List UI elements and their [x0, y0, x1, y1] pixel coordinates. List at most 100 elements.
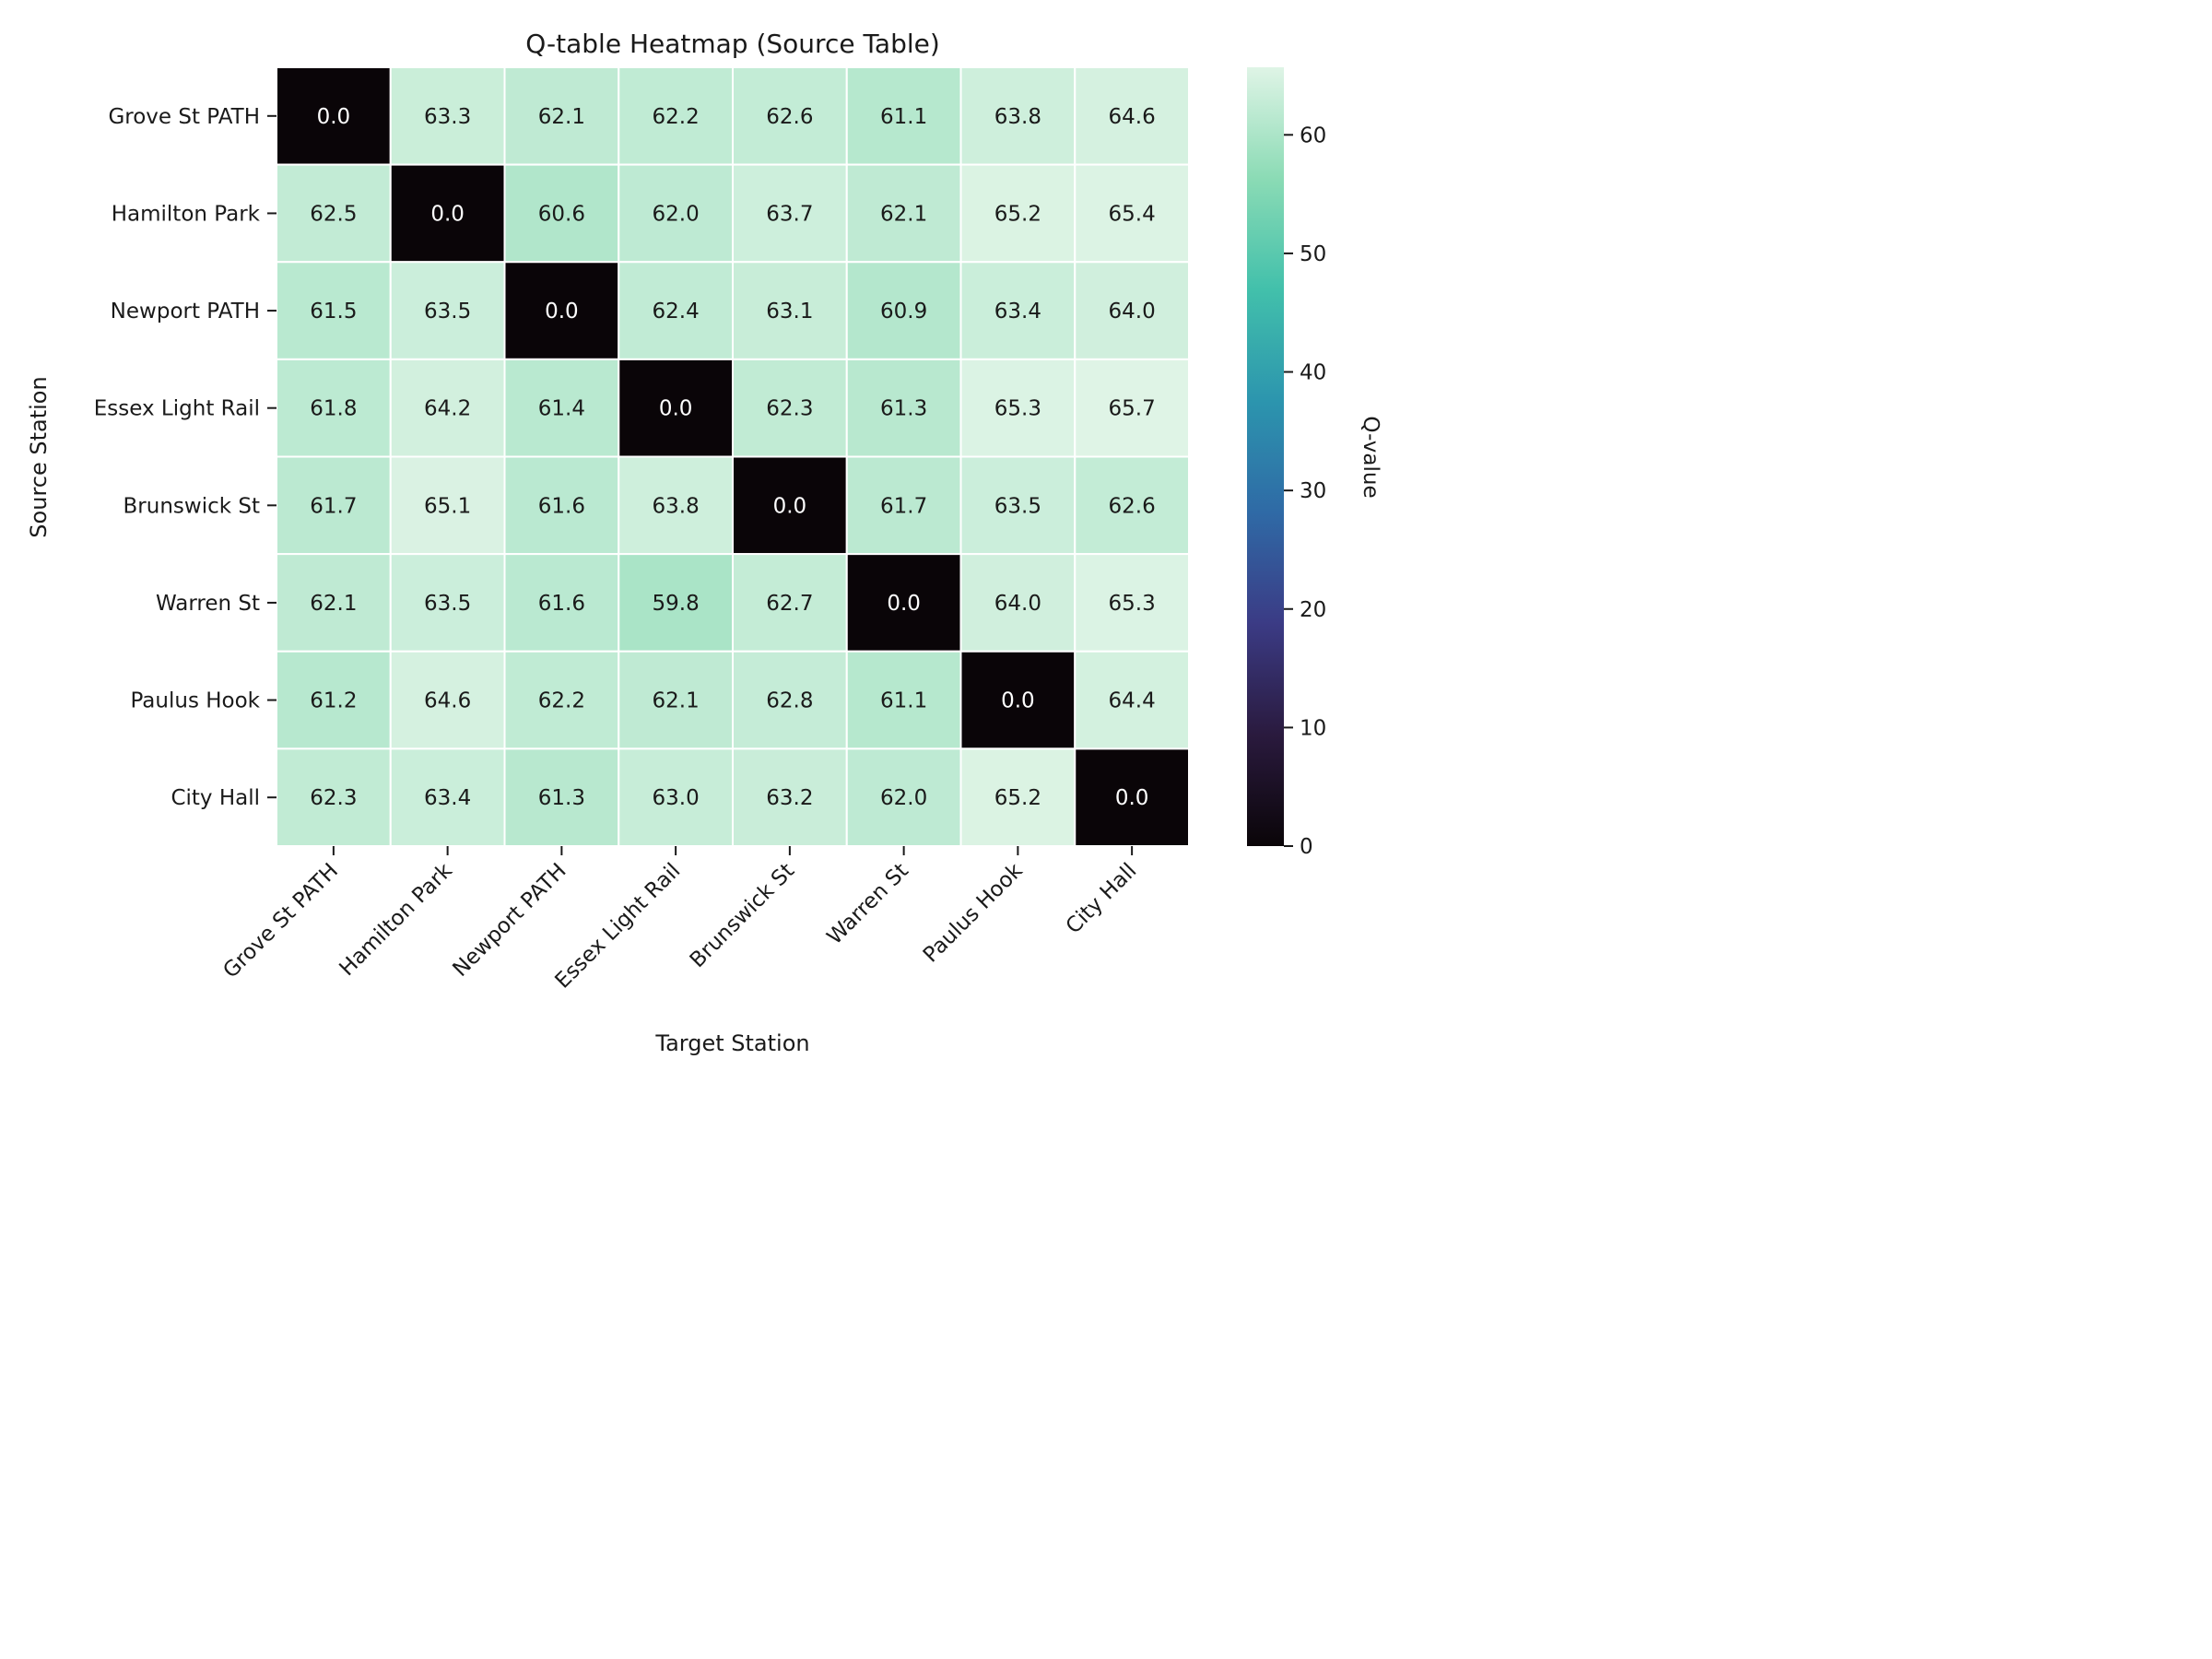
cell-value-label: 63.5 — [424, 592, 471, 616]
cell-value-label: 62.6 — [766, 105, 813, 129]
heatmap-cell — [503, 650, 620, 750]
heatmap-cell — [1074, 455, 1190, 556]
cell-value-label: 0.0 — [1001, 689, 1035, 713]
cell-value-label: 65.2 — [994, 202, 1041, 226]
y-tick-label: City Hall — [171, 786, 260, 810]
colorbar-tick-label: 50 — [1300, 242, 1326, 266]
y-tick-label: Warren St — [156, 592, 260, 616]
cell-value-label: 65.4 — [1109, 202, 1156, 226]
cell-value-label: 62.0 — [880, 786, 927, 810]
x-tick-label: Grove St PATH — [218, 859, 343, 983]
heatmap-cell — [389, 553, 506, 653]
heatmap-cell — [959, 261, 1077, 360]
cell-value-label: 0.0 — [545, 300, 579, 324]
cell-value-label: 62.8 — [766, 689, 813, 713]
x-tick-label: Hamilton Park — [335, 858, 457, 981]
x-tick-label: Essex Light Rail — [551, 859, 686, 994]
heatmap-cell — [389, 261, 506, 360]
cell-value-label: 64.6 — [1109, 105, 1156, 129]
heatmap-cell — [732, 553, 848, 653]
chart-title: Q-table Heatmap (Source Table) — [525, 29, 940, 59]
cell-value-label: 61.7 — [310, 494, 357, 518]
y-tick-label: Hamilton Park — [112, 202, 261, 226]
heatmap-cell — [503, 66, 620, 166]
y-tick-label: Essex Light Rail — [94, 397, 260, 421]
cell-value-label: 65.3 — [1109, 592, 1156, 616]
cell-value-label: 64.0 — [1109, 300, 1156, 324]
heatmap-cell — [959, 455, 1077, 556]
cell-value-label: 65.1 — [424, 494, 471, 518]
heatmap-cell — [503, 358, 620, 458]
y-tick-label: Brunswick St — [124, 494, 260, 518]
heatmap-cell — [618, 455, 734, 556]
y-tick-label: Paulus Hook — [130, 689, 260, 713]
heatmap-cell — [1074, 553, 1190, 653]
heatmap-cell — [845, 261, 962, 360]
heatmap-cell — [276, 650, 392, 750]
heatmap-cell — [732, 261, 848, 360]
heatmap-cell — [732, 358, 848, 458]
x-tick-label: Paulus Hook — [919, 858, 1028, 967]
cell-value-label: 0.0 — [1115, 786, 1149, 810]
cell-value-label: 63.2 — [766, 786, 813, 810]
cell-value-label: 61.3 — [880, 397, 927, 421]
x-tick-label: City Hall — [1062, 859, 1142, 939]
cell-value-label: 62.1 — [538, 105, 585, 129]
x-tick-label: Newport PATH — [448, 859, 571, 982]
heatmap-cell — [276, 358, 392, 458]
cell-value-label: 62.2 — [653, 105, 700, 129]
cell-value-label: 65.3 — [994, 397, 1041, 421]
colorbar-tick-label: 40 — [1300, 361, 1326, 385]
y-tick-label: Grove St PATH — [108, 105, 260, 129]
cell-value-label: 61.4 — [538, 397, 585, 421]
cell-value-label: 62.4 — [653, 300, 700, 324]
heatmap-cells — [276, 66, 1190, 847]
heatmap-cell — [1074, 650, 1190, 750]
colorbar-tick-label: 60 — [1300, 124, 1326, 147]
heatmap-cell — [845, 163, 962, 264]
cell-value-label: 62.1 — [880, 202, 927, 226]
heatmap-cell — [845, 553, 962, 653]
cell-value-label: 62.6 — [1109, 494, 1156, 518]
cell-value-label: 62.2 — [538, 689, 585, 713]
cell-value-label: 60.6 — [538, 202, 585, 226]
heatmap-cell — [618, 261, 734, 360]
heatmap-cell — [618, 358, 734, 458]
y-axis-label: Source Station — [26, 376, 52, 537]
cell-value-label: 63.5 — [994, 494, 1041, 518]
heatmap-cell — [276, 66, 392, 166]
heatmap-cell — [732, 650, 848, 750]
cell-value-label: 63.7 — [766, 202, 813, 226]
cell-value-label: 63.3 — [424, 105, 471, 129]
cell-value-label: 61.8 — [310, 397, 357, 421]
cell-value-label: 63.8 — [994, 105, 1041, 129]
colorbar-tick-label: 0 — [1300, 835, 1313, 859]
cell-value-label: 62.0 — [653, 202, 700, 226]
heatmap-cell — [1074, 261, 1190, 360]
colorbar-tick-label: 30 — [1300, 479, 1326, 503]
cell-value-label: 59.8 — [653, 592, 700, 616]
heatmap-cell — [732, 455, 848, 556]
cell-value-label: 64.2 — [424, 397, 471, 421]
heatmap-cell — [845, 650, 962, 750]
heatmap-cell — [503, 553, 620, 653]
heatmap-cell — [1074, 66, 1190, 166]
colorbar-tick-label: 20 — [1300, 598, 1326, 622]
cell-value-label: 0.0 — [887, 592, 921, 616]
heatmap-cell-labels: 0.0 63.3 62.1 62.2 62.6 61.1 63.8 64.6 62.5 0.0 60… — [310, 105, 1155, 810]
cell-value-label: 61.6 — [538, 494, 585, 518]
x-tick-label: Warren St — [823, 859, 913, 949]
y-axis: Grove St PATH Hamilton Park Newport PATH Es… — [94, 105, 276, 810]
heatmap-cell — [618, 163, 734, 264]
cell-value-label: 63.0 — [653, 786, 700, 810]
y-tick-label: Newport PATH — [111, 300, 260, 324]
cell-value-label: 63.8 — [653, 494, 700, 518]
heatmap-cell — [1074, 163, 1190, 264]
cell-value-label: 0.0 — [317, 105, 351, 129]
cell-value-label: 62.5 — [310, 202, 357, 226]
colorbar-gradient — [1247, 67, 1284, 846]
heatmap-cell — [732, 747, 848, 847]
heatmap-cell — [389, 650, 506, 750]
cell-value-label: 0.0 — [659, 397, 693, 421]
colorbar-tick-label: 10 — [1300, 716, 1326, 740]
